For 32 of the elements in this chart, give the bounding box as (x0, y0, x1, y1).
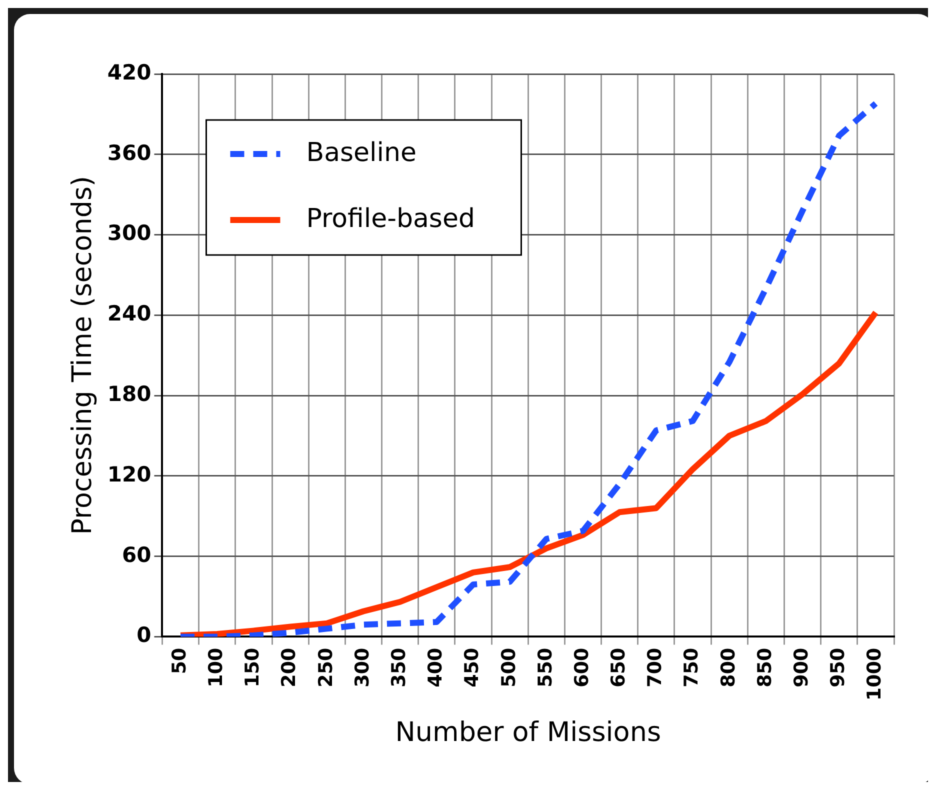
y-tick-label: 60 (122, 542, 152, 567)
x-tick-label: 400 (424, 648, 447, 688)
y-tick-label: 300 (107, 221, 152, 246)
x-tick-label: 850 (754, 648, 776, 688)
x-tick-label: 950 (827, 648, 850, 688)
y-tick-label: 0 (136, 623, 152, 648)
legend-label: Profile-based (306, 204, 475, 234)
x-tick-label: 600 (570, 648, 593, 688)
x-tick-label: 650 (608, 648, 630, 688)
x-tick-label: 900 (790, 648, 812, 688)
x-tick-label: 700 (644, 648, 666, 688)
y-axis-title: Processing Time (seconds) (67, 176, 98, 535)
x-tick-label: 50 (168, 648, 190, 674)
legend-label: Baseline (306, 138, 416, 168)
y-tick-label: 120 (107, 462, 152, 486)
x-tick-label: 250 (314, 648, 337, 688)
x-tick-label: 300 (351, 648, 374, 688)
x-tick-label: 550 (534, 648, 556, 688)
x-tick-label: 350 (388, 648, 410, 688)
y-tick-label: 360 (107, 140, 152, 165)
x-tick-label: 1000 (864, 648, 886, 701)
x-tick-label: 450 (461, 648, 484, 688)
x-tick-label: 200 (278, 648, 300, 688)
x-tick-label: 800 (717, 648, 740, 688)
y-tick-label: 420 (107, 60, 152, 84)
y-tick-label: 240 (107, 302, 152, 326)
x-axis-title: Number of Missions (395, 716, 662, 748)
x-tick-label: 500 (498, 648, 520, 688)
y-tick-label: 180 (107, 382, 152, 406)
x-tick-label: 100 (205, 648, 228, 688)
x-tick-label: 750 (680, 648, 703, 688)
x-tick-label: 150 (242, 648, 264, 688)
